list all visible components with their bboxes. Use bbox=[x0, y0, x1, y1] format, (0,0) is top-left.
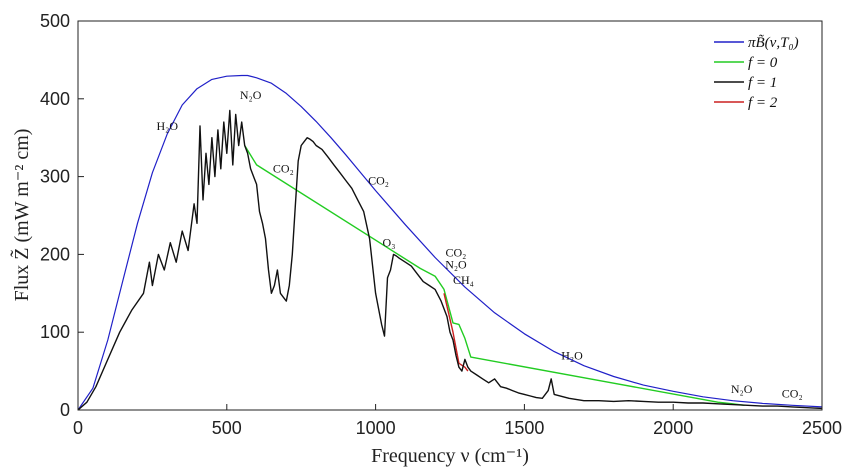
annotation-label: N₂O bbox=[240, 88, 262, 102]
legend: πB̃(ν,T₀) f = 0 f = 1 f = 2 bbox=[705, 30, 815, 114]
annotation-label: CH₄ bbox=[453, 273, 474, 287]
x-tick-label: 1500 bbox=[504, 418, 544, 438]
annotation-label: O₃ bbox=[383, 236, 396, 250]
annotation-label: CO₂ bbox=[273, 162, 294, 176]
series-line-2 bbox=[77, 109, 823, 411]
y-tick-label: 500 bbox=[40, 11, 70, 31]
annotation-label: CO₂ bbox=[446, 246, 467, 260]
annotation-label: CO₂ bbox=[782, 387, 803, 401]
x-axis-title: Frequency ν (cm⁻¹) bbox=[371, 445, 529, 467]
annotation-label: N₂O bbox=[731, 382, 753, 396]
legend-box bbox=[705, 30, 815, 114]
legend-label: f = 2 bbox=[748, 95, 778, 111]
y-tick-label: 100 bbox=[40, 322, 70, 342]
x-tick-label: 2000 bbox=[653, 418, 693, 438]
ticks-layer: 0 500 1000 1500 2000 2500 0 100 200 300 400 500 bbox=[40, 11, 842, 438]
series-line-3 bbox=[443, 293, 469, 372]
series-line-0 bbox=[77, 74, 823, 411]
x-tick-label: 500 bbox=[212, 418, 242, 438]
legend-label: f = 0 bbox=[748, 55, 778, 71]
legend-label: f = 1 bbox=[748, 75, 777, 91]
x-tick-label: 0 bbox=[73, 418, 83, 438]
annotation-label: H₂O bbox=[157, 119, 179, 133]
annotation-label: H₂O bbox=[561, 348, 583, 362]
series-layer bbox=[77, 74, 823, 411]
y-tick-label: 200 bbox=[40, 244, 70, 264]
x-tick-label: 1000 bbox=[356, 418, 396, 438]
y-axis-title: Flux Z̃ (mW m⁻² cm) bbox=[9, 129, 33, 302]
y-tick-label: 300 bbox=[40, 167, 70, 187]
annotation-label: N₂O bbox=[445, 257, 467, 271]
y-tick-label: 400 bbox=[40, 89, 70, 109]
legend-label: πB̃(ν,T₀) bbox=[748, 35, 799, 51]
annotation-label: CO₂ bbox=[368, 173, 389, 187]
x-tick-label: 2500 bbox=[802, 418, 842, 438]
series-line-1 bbox=[244, 145, 745, 406]
y-tick-label: 0 bbox=[60, 400, 70, 420]
